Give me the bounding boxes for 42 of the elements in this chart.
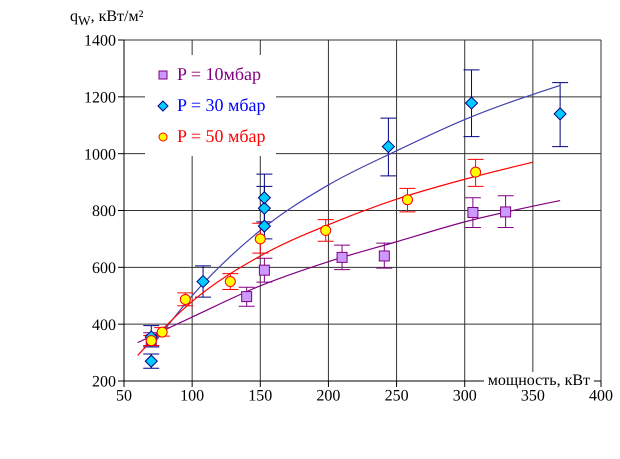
x-tick-label: 100 — [180, 387, 204, 404]
point — [254, 233, 266, 244]
x-tick-label: 150 — [248, 387, 272, 404]
legend-label: P = 10мбар — [177, 64, 262, 85]
y-tick-label: 1400 — [84, 32, 116, 50]
point — [196, 275, 210, 288]
y-tick-label: 1000 — [84, 146, 116, 164]
y-tick-label: 1200 — [84, 90, 116, 107]
legend-label: P = 30 мбар — [177, 95, 266, 116]
point — [336, 252, 348, 263]
x-tick-label: 200 — [316, 387, 340, 404]
point — [500, 206, 512, 218]
y-tick-label: 400 — [92, 316, 116, 334]
point — [224, 276, 236, 288]
x-tick-label: 300 — [452, 387, 477, 404]
y-axis-title: q$_{W}$, кВт/м² — [70, 8, 144, 30]
legend-label: P = 50 мбар — [177, 126, 266, 147]
point — [402, 194, 413, 206]
point — [382, 140, 395, 154]
x-tick-label: 50 — [116, 387, 132, 404]
point — [378, 250, 390, 262]
x-tick-label: 400 — [589, 387, 613, 404]
line-series — [137, 162, 534, 356]
x-tick-label: 250 — [384, 387, 409, 404]
point — [554, 107, 567, 120]
y-tick-label: 600 — [92, 260, 116, 278]
point — [258, 264, 270, 276]
point — [320, 224, 332, 236]
point — [258, 220, 271, 233]
point — [156, 326, 168, 338]
point — [467, 206, 478, 218]
point — [180, 294, 191, 305]
y-tick-label: 200 — [92, 374, 116, 391]
x-axis-title: мощность, кВт — [484, 372, 594, 390]
point — [465, 96, 478, 110]
x-tick-label: 350 — [520, 387, 545, 404]
point — [258, 191, 271, 204]
point — [241, 291, 252, 302]
point — [258, 202, 271, 215]
line-series — [137, 200, 561, 344]
y-tick-label: 800 — [92, 203, 116, 220]
point — [470, 166, 482, 178]
